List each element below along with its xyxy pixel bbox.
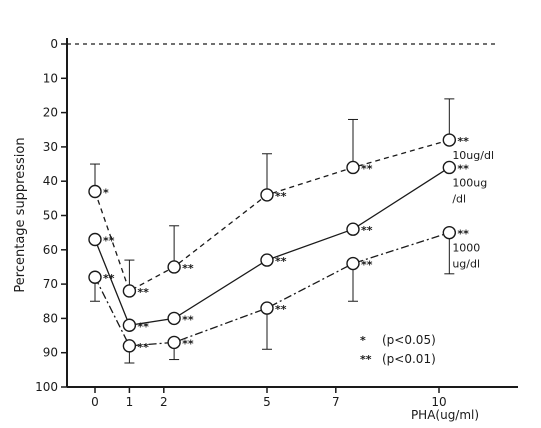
y-tick-label: 60 (43, 243, 58, 257)
y-tick-label: 70 (43, 277, 58, 291)
x-tick-label: 0 (91, 395, 99, 409)
y-tick-label: 30 (43, 140, 58, 154)
y-tick-label: 40 (43, 174, 58, 188)
data-point (88, 184, 102, 199)
series-label: 1000 (452, 242, 480, 255)
data-point (167, 311, 181, 326)
series-label: ug/dl (452, 258, 480, 271)
data-point (260, 253, 274, 267)
data-point (260, 188, 274, 202)
data-point (122, 318, 137, 332)
y-tick-label: 20 (43, 106, 58, 120)
legend-text: (p<0.01) (382, 352, 436, 366)
data-point (122, 339, 137, 353)
series-label: 10ug/dl (452, 149, 494, 162)
x-tick-label: 1 (126, 395, 134, 409)
data-point (88, 270, 102, 284)
x-tick-label: 10 (431, 395, 446, 409)
data-point (442, 133, 457, 147)
data-point (442, 160, 457, 175)
y-tick-label: 90 (43, 346, 58, 360)
significance-marker: ** (137, 320, 149, 333)
significance-marker: ** (275, 190, 287, 203)
significance-marker: ** (457, 162, 469, 175)
significance-marker: ** (137, 286, 149, 299)
data-point (442, 225, 457, 240)
significance-marker: ** (361, 259, 373, 272)
x-tick-label: 7 (332, 395, 340, 409)
data-point (167, 335, 181, 350)
data-point (167, 260, 181, 274)
series-line-3 (94, 232, 450, 347)
y-tick-label: 10 (43, 71, 58, 85)
series-line-1 (94, 139, 450, 292)
y-axis-title: Percentage suppression (13, 137, 28, 292)
data-point (122, 284, 137, 298)
legend-marker: * (360, 334, 366, 347)
data-point (346, 256, 360, 271)
significance-marker: ** (275, 303, 287, 316)
significance-marker: ** (182, 313, 194, 326)
data-point (346, 160, 360, 175)
significance-marker: ** (361, 162, 373, 175)
series-label: /dl (452, 192, 466, 205)
data-point (88, 232, 102, 247)
series-label: 100ug (452, 176, 487, 189)
significance-marker: ** (182, 262, 194, 275)
significance-marker: ** (137, 341, 149, 354)
x-axis-title: PHA(ug/ml) (411, 408, 479, 422)
series-line-2 (94, 166, 450, 326)
significance-marker: ** (182, 337, 194, 350)
significance-marker: ** (361, 224, 373, 237)
x-tick-label: 5 (263, 395, 271, 409)
y-tick-label: 100 (35, 380, 58, 394)
legend-marker: ** (360, 353, 372, 366)
data-point (260, 301, 274, 315)
significance-marker: ** (457, 135, 469, 148)
data-point (346, 222, 360, 236)
significance-marker: ** (103, 235, 115, 248)
significance-marker: ** (103, 272, 115, 285)
legend-text: (p<0.05) (382, 333, 436, 347)
y-tick-label: 80 (43, 311, 58, 325)
significance-marker: ** (275, 255, 287, 268)
significance-marker: * (103, 186, 109, 199)
y-tick-label: 50 (43, 209, 58, 223)
significance-marker: ** (457, 228, 469, 241)
y-tick-label: 0 (50, 37, 58, 51)
x-tick-label: 2 (160, 395, 168, 409)
